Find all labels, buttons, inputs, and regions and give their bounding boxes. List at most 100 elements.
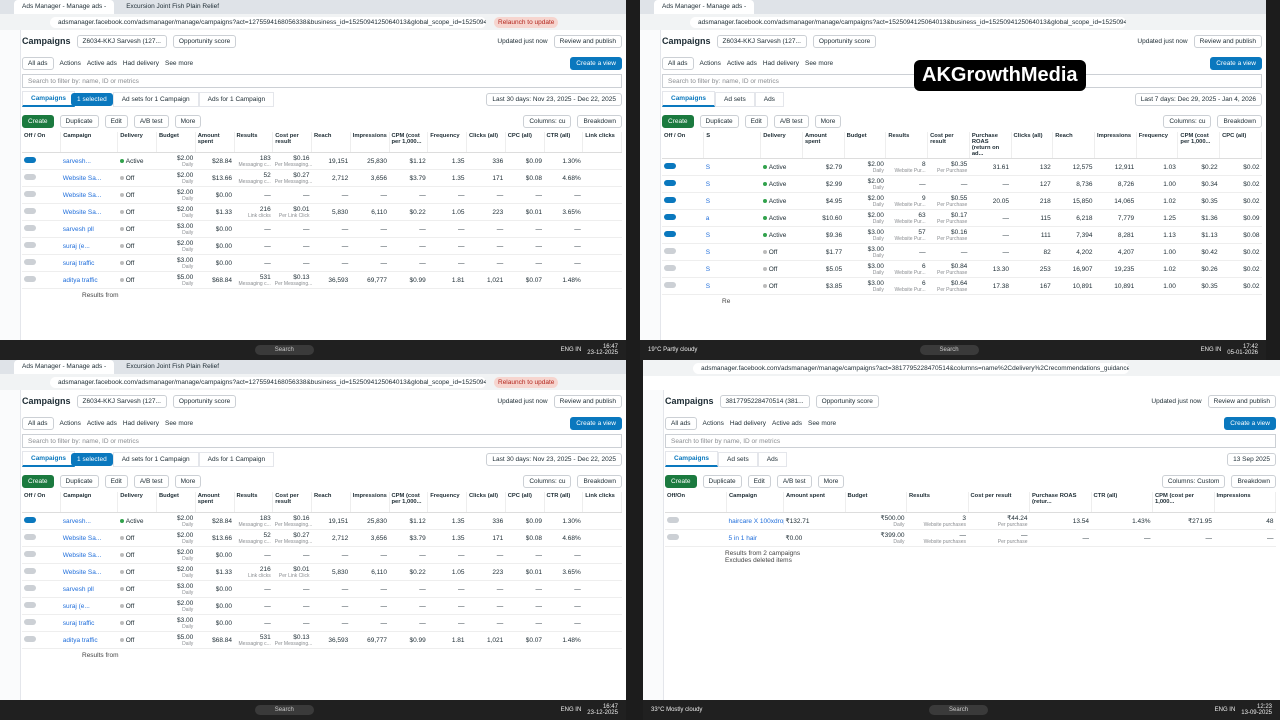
toggle[interactable] — [664, 248, 676, 254]
campaign-name[interactable]: aditya traffic — [62, 636, 98, 644]
filter-tab[interactable]: Had delivery — [729, 419, 766, 427]
browser-tab[interactable]: Ads Manager - Manage ads - — [14, 360, 115, 374]
toggle[interactable] — [24, 259, 36, 265]
campaign-name[interactable]: S — [705, 180, 711, 188]
campaign-name[interactable]: suraj (e... — [62, 602, 90, 610]
toolbar-button[interactable]: Breakdown — [1231, 474, 1276, 488]
column-header[interactable]: Budget — [156, 492, 196, 513]
filter-tab[interactable]: All ads — [22, 56, 54, 70]
toggle[interactable] — [667, 534, 679, 540]
column-header[interactable]: Frequency — [427, 132, 467, 153]
column-header[interactable]: Purchase ROAS (return on ad... — [969, 132, 1012, 159]
campaign-name[interactable]: 5 in 1 hair — [728, 534, 758, 542]
toggle[interactable] — [24, 242, 36, 248]
campaign-name[interactable]: S — [705, 265, 711, 273]
campaign-name[interactable]: S — [705, 197, 711, 205]
column-header[interactable]: Off / On — [22, 492, 62, 513]
column-header[interactable]: CPM (cost per 1,000... — [389, 132, 429, 153]
toggle[interactable] — [24, 568, 36, 574]
column-header[interactable]: Frequency — [1136, 132, 1179, 159]
toolbar-button[interactable]: Duplicate — [702, 474, 742, 488]
toolbar-button[interactable]: Breakdown — [577, 474, 622, 488]
toggle[interactable] — [24, 551, 36, 557]
column-header[interactable]: Cost per result — [272, 492, 312, 513]
campaign-name[interactable]: S — [705, 282, 711, 290]
url[interactable]: adsmanager.facebook.com/adsmanager/manag… — [50, 16, 486, 28]
column-header[interactable]: Impressions — [350, 132, 390, 153]
column-header[interactable]: Off/On — [665, 492, 727, 513]
create-view-button[interactable]: Create a view — [1224, 416, 1276, 430]
toolbar-button[interactable]: A/B test — [133, 474, 169, 488]
account-selector[interactable]: 3817795228470514 (381... — [719, 394, 810, 408]
filter-tab[interactable]: Actions — [699, 59, 721, 67]
column-header[interactable]: Results — [885, 132, 929, 159]
column-header[interactable]: Impressions — [350, 492, 390, 513]
toggle[interactable] — [664, 282, 676, 288]
toggle[interactable] — [24, 517, 36, 523]
filter-tab[interactable]: Had delivery — [762, 59, 799, 67]
opportunity-score[interactable]: Opportunity score — [172, 394, 237, 408]
column-header[interactable]: Delivery — [117, 132, 157, 153]
filter-tab[interactable]: Had delivery — [122, 419, 159, 427]
opportunity-score[interactable]: Opportunity score — [815, 394, 879, 408]
campaign-name[interactable]: sarvesh... — [62, 517, 91, 525]
column-header[interactable]: CPC (all) — [505, 492, 545, 513]
column-header[interactable]: Campaign — [60, 132, 119, 153]
toolbar-button[interactable]: Columns: Custom — [1161, 474, 1226, 488]
column-header[interactable]: Reach — [311, 132, 351, 153]
toolbar-button[interactable]: More — [817, 474, 845, 488]
campaign-name[interactable]: Website Sa... — [62, 534, 102, 542]
toggle[interactable] — [664, 163, 676, 169]
review-button[interactable]: Review and publish — [1193, 34, 1262, 48]
filter-tab[interactable]: All ads — [665, 416, 697, 430]
campaign-name[interactable]: suraj traffic — [62, 259, 95, 267]
campaign-name[interactable]: Website Sa... — [62, 174, 102, 182]
browser-tab[interactable]: Excursion Joint Fish Plain Relief — [126, 363, 220, 370]
column-header[interactable]: Amount spent — [195, 492, 235, 513]
level-tab[interactable]: Ad sets for 1 Campaign — [112, 451, 199, 467]
toolbar-button[interactable]: Edit — [104, 474, 128, 488]
toggle[interactable] — [24, 602, 36, 608]
column-header[interactable]: CTR (all) — [1091, 492, 1153, 513]
toggle[interactable] — [664, 265, 676, 271]
toggle[interactable] — [24, 191, 36, 197]
campaign-name[interactable]: suraj (e... — [62, 242, 90, 250]
campaign-name[interactable]: suraj traffic — [62, 619, 95, 627]
toggle[interactable] — [24, 534, 36, 540]
campaign-name[interactable]: Website Sa... — [62, 568, 102, 576]
column-header[interactable]: Budget — [156, 132, 196, 153]
filter-tab[interactable]: Had delivery — [122, 59, 159, 67]
filter-tab[interactable]: All ads — [22, 416, 54, 430]
toolbar-button[interactable]: Create — [662, 114, 694, 128]
campaign-name[interactable]: sarvesh pll — [62, 585, 94, 593]
url[interactable]: adsmanager.facebook.com/adsmanager/manag… — [693, 362, 1129, 374]
account-selector[interactable]: Z6034-KKJ Sarvesh (127... — [76, 394, 167, 408]
toolbar-button[interactable]: Duplicate — [59, 474, 99, 488]
toolbar-button[interactable]: Columns: cu — [1163, 114, 1212, 128]
opportunity-score[interactable]: Opportunity score — [172, 34, 237, 48]
column-header[interactable]: Impressions — [1214, 492, 1276, 513]
filter-tab[interactable]: Active ads — [86, 59, 117, 67]
filter-tab[interactable]: Actions — [702, 419, 724, 427]
browser-tab[interactable]: Ads Manager - Manage ads - — [654, 0, 755, 14]
column-header[interactable]: Amount spent — [195, 132, 235, 153]
toggle[interactable] — [667, 517, 679, 523]
column-header[interactable]: Results — [234, 492, 274, 513]
column-header[interactable]: Link clicks — [582, 492, 622, 513]
campaign-name[interactable]: sarvesh... — [62, 157, 91, 165]
relaunch-button[interactable]: Relaunch to update — [494, 376, 559, 388]
relaunch-button[interactable]: Relaunch to update — [494, 16, 559, 28]
level-tab[interactable]: Ads for 1 Campaign — [198, 91, 275, 107]
toolbar-button[interactable]: Breakdown — [577, 114, 622, 128]
column-header[interactable]: Results — [234, 132, 274, 153]
toggle[interactable] — [24, 276, 36, 282]
review-button[interactable]: Review and publish — [553, 34, 622, 48]
level-tab[interactable]: Campaigns — [22, 91, 76, 107]
toolbar-button[interactable]: More — [174, 474, 202, 488]
search-box[interactable]: Search to filter by: name, ID or metrics — [22, 74, 622, 88]
column-header[interactable]: Reach — [311, 492, 351, 513]
date-picker[interactable]: Last 30 days: Nov 23, 2025 - Dec 22, 202… — [486, 92, 622, 106]
campaign-name[interactable]: Website Sa... — [62, 191, 102, 199]
toolbar-button[interactable]: A/B test — [773, 114, 809, 128]
column-header[interactable]: Delivery — [760, 132, 803, 159]
